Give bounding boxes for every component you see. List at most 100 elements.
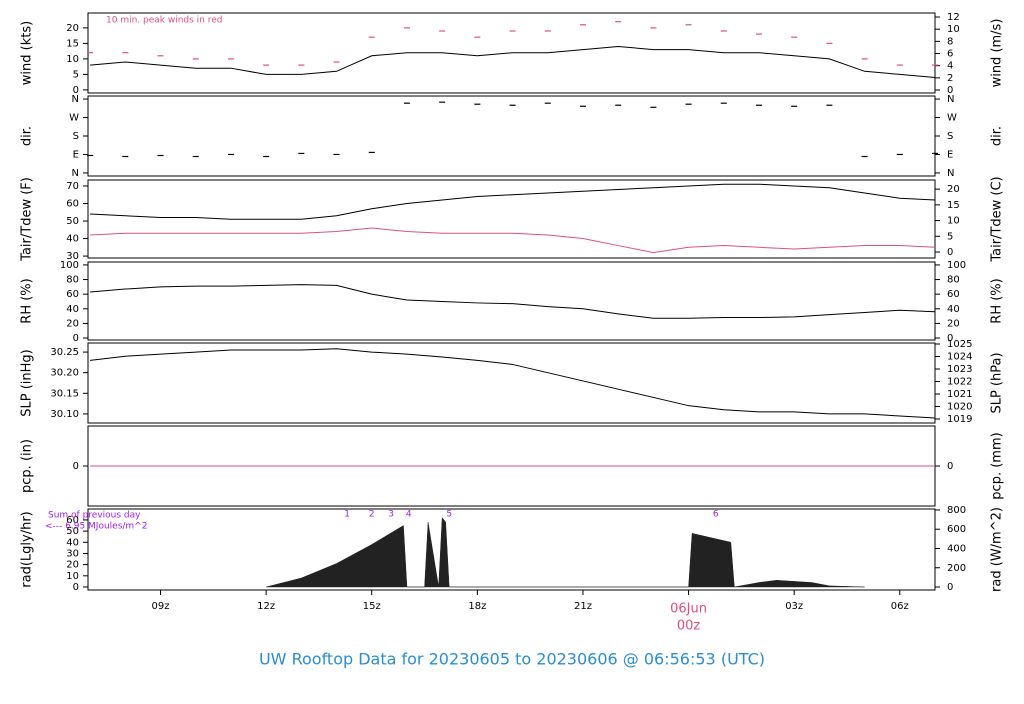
y2-tick-label: 1022 — [947, 377, 972, 388]
y2-axis-label: pcp. (mm) — [990, 432, 1005, 499]
y-tick-label: 50 — [66, 526, 79, 537]
y-tick-label: 30 — [66, 251, 79, 262]
y2-tick-label: 800 — [947, 505, 966, 516]
y-tick-label: 20 — [66, 560, 79, 571]
y2-tick-label: W — [947, 113, 957, 124]
y2-tick-label: N — [947, 94, 954, 105]
y2-tick-label: 0 — [947, 85, 953, 96]
y-tick-label: 15 — [66, 38, 79, 49]
y2-tick-label: 100 — [947, 260, 966, 271]
y2-tick-label: 60 — [947, 289, 960, 300]
y-tick-label: S — [73, 131, 79, 142]
y-tick-label: E — [73, 149, 79, 160]
data-line — [90, 183, 936, 220]
y-axis-label: wind (kts) — [20, 21, 35, 85]
y2-tick-label: 400 — [947, 543, 966, 554]
y-tick-label: W — [69, 113, 79, 124]
y2-tick-label: 200 — [947, 563, 966, 574]
y2-tick-label: 600 — [947, 524, 966, 535]
panel-frame — [87, 179, 936, 259]
y2-tick-label: 15 — [947, 200, 960, 211]
y-tick-label: 0 — [73, 85, 79, 96]
y2-tick-label: 1020 — [947, 402, 972, 413]
y-axis-label: SLP (inHg) — [20, 349, 35, 417]
annotation: 10 min. peak winds in red — [106, 16, 223, 26]
data-line — [90, 284, 936, 319]
x-tick-label: 06z — [891, 601, 909, 612]
y-tick-label: 80 — [66, 275, 79, 286]
x-tick-label: 03z — [785, 601, 803, 612]
date-label: 06Jun — [670, 602, 707, 617]
y-tick-label: 5 — [73, 69, 79, 80]
panel-frame — [87, 261, 936, 341]
y-tick-label: N — [72, 94, 79, 105]
y-tick-label: 50 — [66, 216, 79, 227]
y-axis-label: rad(Lgly/hr) — [20, 511, 35, 587]
y-tick-label: 20 — [66, 318, 79, 329]
y2-tick-label: 5 — [947, 231, 953, 242]
y-tick-label: 10 — [66, 571, 79, 582]
y2-tick-label: 1025 — [947, 339, 972, 350]
y2-tick-label: S — [947, 131, 953, 142]
hour-marker: 5 — [446, 510, 452, 520]
y2-axis-label: wind (m/s) — [990, 19, 1005, 88]
y2-axis-label: RH (%) — [990, 278, 1005, 323]
y-tick-label: 30 — [66, 548, 79, 559]
hour-marker: 2 — [369, 510, 375, 520]
y2-tick-label: 4 — [947, 61, 953, 72]
hour-marker: 1 — [344, 510, 350, 520]
y2-tick-label: 0 — [947, 247, 953, 258]
hour-marker: 4 — [406, 510, 412, 520]
x-tick-label: 21z — [574, 601, 592, 612]
y2-tick-label: 20 — [947, 184, 960, 195]
data-line — [90, 348, 936, 419]
y-axis-label: dir. — [20, 126, 35, 146]
data-line — [90, 45, 936, 78]
y2-tick-label: 2 — [947, 73, 953, 84]
hour-marker: 6 — [713, 510, 719, 520]
y-tick-label: 30.25 — [50, 347, 79, 358]
y2-tick-label: 0 — [947, 333, 953, 344]
panel-frame — [87, 508, 936, 591]
y2-tick-label: 0 — [947, 582, 953, 593]
y-tick-label: N — [72, 168, 79, 179]
panel-frame — [87, 342, 936, 424]
y2-axis-label: SLP (hPa) — [990, 352, 1005, 413]
note: <--- 6.95 MJoules/m^2 — [45, 522, 147, 532]
y2-tick-label: 10 — [947, 216, 960, 227]
y2-axis-label: rad (W/m^2) — [990, 507, 1005, 592]
y2-tick-label: 1021 — [947, 389, 972, 400]
y-tick-label: 0 — [73, 461, 79, 472]
y2-tick-label: 20 — [947, 318, 960, 329]
chart-title: UW Rooftop Data for 20230605 to 20230606… — [259, 650, 765, 669]
y-tick-label: 10 — [66, 54, 79, 65]
y-tick-label: 60 — [66, 289, 79, 300]
y2-tick-label: 10 — [947, 24, 960, 35]
y-tick-label: 30.20 — [50, 368, 79, 379]
x-tick-label: 09z — [152, 601, 170, 612]
y2-tick-label: 8 — [947, 36, 953, 47]
y-tick-label: 60 — [66, 515, 79, 526]
y-tick-label: 0 — [73, 333, 79, 344]
y-tick-label: 40 — [66, 304, 79, 315]
y-tick-label: 0 — [73, 582, 79, 593]
y2-tick-label: 0 — [947, 461, 953, 472]
y-tick-label: 100 — [60, 260, 79, 271]
x-tick-label: 15z — [363, 601, 381, 612]
y2-tick-label: E — [947, 149, 953, 160]
y2-axis-label: dir. — [990, 126, 1005, 146]
y2-tick-label: N — [947, 168, 954, 179]
y-axis-label: Tair/Tdew (F) — [20, 177, 35, 262]
hour-marker: 3 — [388, 510, 394, 520]
y-tick-label: 30.15 — [50, 388, 79, 399]
y-tick-label: 60 — [66, 198, 79, 209]
y2-tick-label: 1023 — [947, 364, 972, 375]
panel-frame — [87, 95, 936, 177]
y-axis-label: pcp. (in) — [20, 439, 35, 493]
y-axis-label: RH (%) — [20, 278, 35, 323]
y-tick-label: 40 — [66, 234, 79, 245]
x-tick-label: 18z — [468, 601, 486, 612]
radiation-area — [266, 517, 865, 588]
y2-tick-label: 1024 — [947, 352, 972, 363]
